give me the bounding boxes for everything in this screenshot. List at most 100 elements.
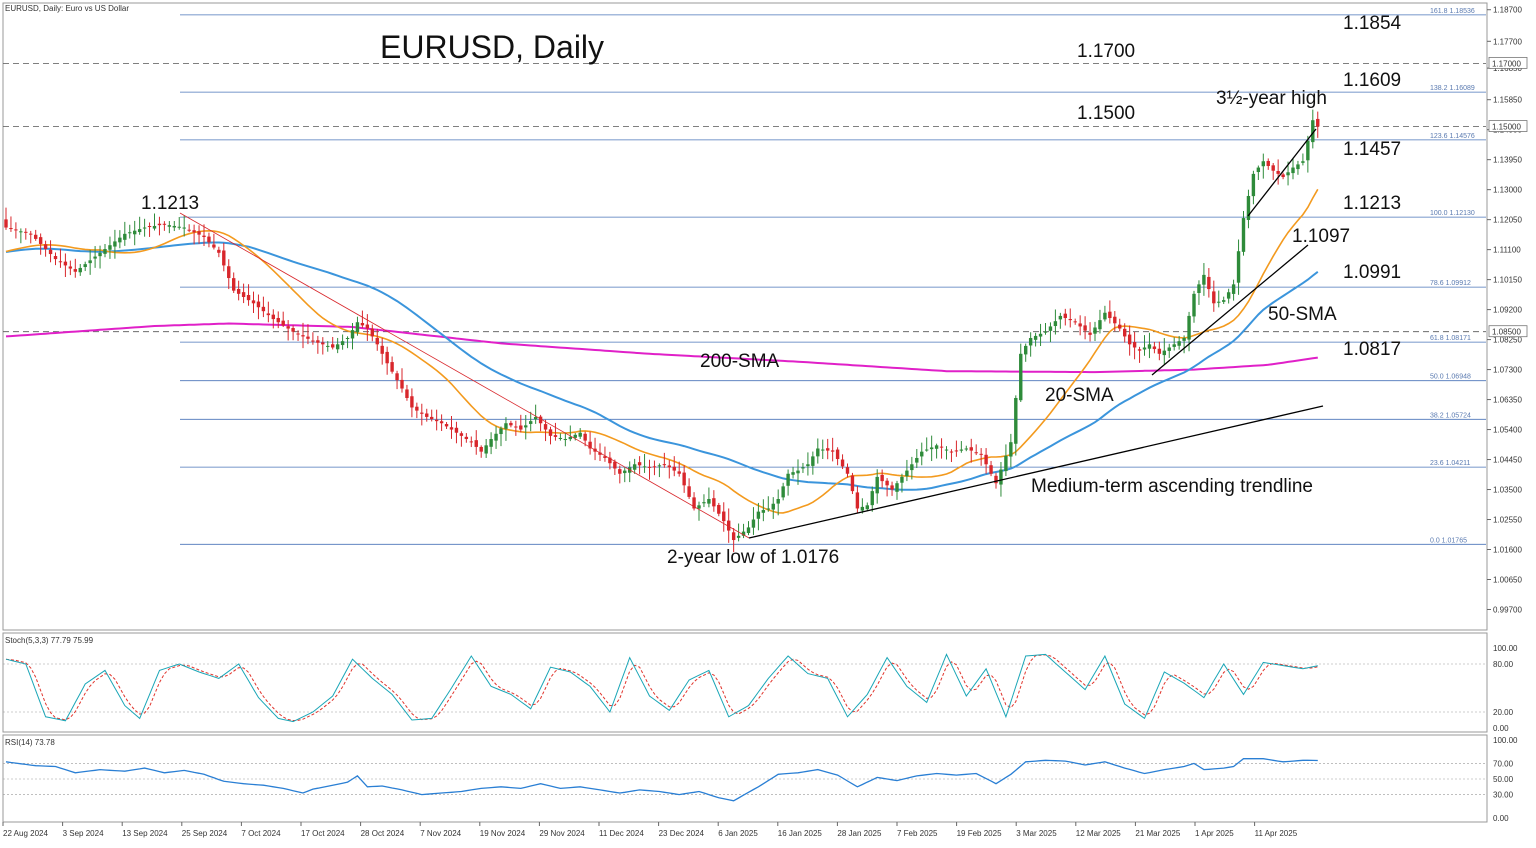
candle-body-170 [845, 467, 850, 474]
fib-label-61.8: 61.8 1.08171 [1430, 335, 1471, 342]
rsi-tick-label-0: 100.00 [1493, 736, 1518, 745]
candle-body-150 [746, 527, 751, 534]
candle-body-80 [400, 379, 404, 389]
price-axis: 1.187001.177001.168501.158501.149001.139… [1487, 6, 1528, 614]
price-tick-label-3: 1.15850 [1493, 96, 1522, 105]
candle-body-237 [1177, 341, 1181, 346]
date-label-18: 12 Mar 2025 [1076, 829, 1121, 838]
fib-label-0.0: 0.0 1.01765 [1430, 537, 1467, 544]
candle-body-243 [1207, 276, 1211, 290]
stoch-main-line [5, 653, 1318, 723]
price-tick-label-15: 1.04450 [1493, 456, 1522, 465]
date-label-7: 7 Nov 2024 [420, 829, 461, 838]
sma200-line [5, 322, 1318, 374]
candle-body-101 [504, 423, 508, 429]
candle-body-95 [474, 440, 478, 447]
candle-body-60 [301, 335, 305, 337]
candle-body-56 [281, 320, 285, 326]
candle-body-77 [385, 351, 389, 364]
candle-body-71 [355, 322, 360, 333]
candle-body-2 [14, 229, 18, 231]
candle-body-17 [88, 260, 92, 264]
candle-body-210 [1043, 331, 1048, 333]
label-2-year-low: 2-year low of 1.0176 [667, 547, 839, 568]
candle-body-206 [1024, 345, 1028, 355]
candle-body-205 [1019, 353, 1023, 401]
date-label-4: 7 Oct 2024 [241, 829, 281, 838]
candle-body-90 [449, 427, 454, 430]
date-label-17: 3 Mar 2025 [1016, 829, 1057, 838]
candle-body-263 [1306, 140, 1310, 161]
candle-body-220 [1093, 327, 1097, 334]
price-box-label-0: 1.17000 [1492, 59, 1521, 68]
fib-grid: 161.8 1.18536 138.2 1.16089 123.6 1.14576 1… [3, 8, 1486, 545]
candle-body-246 [1222, 300, 1226, 302]
candle-body-13 [68, 266, 73, 269]
date-label-1: 3 Sep 2024 [63, 829, 104, 838]
candle-body-7 [38, 237, 43, 244]
candles [4, 109, 1320, 553]
candle-body-255 [1266, 160, 1270, 166]
candle-body-11 [58, 261, 63, 263]
candle-body-239 [1187, 315, 1191, 340]
fib-label-78.6: 78.6 1.09912 [1430, 280, 1471, 287]
candle-body-226 [1123, 328, 1127, 337]
candle-body-173 [860, 506, 865, 511]
price-tick-label-12: 1.07300 [1493, 366, 1522, 375]
candle-body-163 [811, 456, 815, 466]
candle-body-231 [1147, 344, 1152, 349]
candle-body-162 [806, 464, 810, 467]
fib-label-38.2: 38.2 1.05724 [1430, 412, 1471, 419]
candle-body-216 [1073, 321, 1077, 323]
fib-label-100.0: 100.0 1.12130 [1430, 210, 1475, 217]
candle-body-259 [1286, 172, 1290, 176]
candle-body-63 [316, 340, 320, 343]
candle-body-202 [1004, 455, 1008, 472]
stoch-signal-line [5, 654, 1318, 722]
candle-body-204 [1014, 397, 1018, 444]
candle-body-106 [529, 421, 533, 424]
candle-body-191 [949, 451, 954, 453]
short-term-support-line [1247, 128, 1317, 217]
date-label-0: 22 Aug 2024 [3, 829, 48, 838]
candle-body-69 [345, 338, 350, 340]
date-label-10: 11 Dec 2024 [599, 829, 644, 838]
candle-body-256 [1271, 165, 1275, 171]
candle-body-86 [430, 416, 434, 420]
candle-body-184 [915, 457, 919, 463]
candle-body-84 [420, 412, 424, 414]
candle-body-186 [925, 449, 929, 451]
april-support-line [1151, 244, 1309, 376]
candle-body-129 [642, 466, 647, 468]
label-1-1500: 1.1500 [1077, 103, 1135, 124]
candle-body-49 [246, 295, 251, 301]
candle-body-70 [350, 330, 355, 339]
price-tick-label-16: 1.03500 [1493, 486, 1522, 495]
label-1-1609: 1.1609 [1343, 70, 1401, 91]
candle-body-43 [217, 249, 221, 253]
chart-header: EURUSD, Daily: Euro vs US Dollar [5, 4, 129, 13]
label-1-1213-right: 1.1213 [1343, 193, 1401, 214]
candle-body-117 [583, 433, 587, 441]
candle-body-175 [870, 491, 874, 506]
sma50-line [5, 241, 1319, 491]
candle-body-89 [444, 424, 449, 427]
big-title: EURUSD, Daily [380, 29, 604, 65]
candle-body-196 [974, 452, 978, 454]
candle-body-105 [524, 425, 528, 428]
candle-body-177 [880, 474, 884, 482]
candle-body-29 [147, 226, 152, 228]
date-label-12: 6 Jan 2025 [718, 829, 758, 838]
candle-body-21 [108, 245, 112, 250]
candle-body-23 [118, 237, 122, 243]
candle-body-114 [568, 436, 572, 440]
candle-body-158 [786, 473, 790, 486]
price-tick-label-13: 1.06350 [1493, 396, 1522, 405]
candle-body-234 [1162, 350, 1166, 356]
candle-body-30 [152, 225, 157, 229]
candle-body-55 [276, 317, 280, 323]
downtrend-fan-line [179, 212, 750, 539]
price-tick-label-1: 1.17700 [1493, 37, 1522, 46]
candle-body-144 [717, 504, 721, 514]
